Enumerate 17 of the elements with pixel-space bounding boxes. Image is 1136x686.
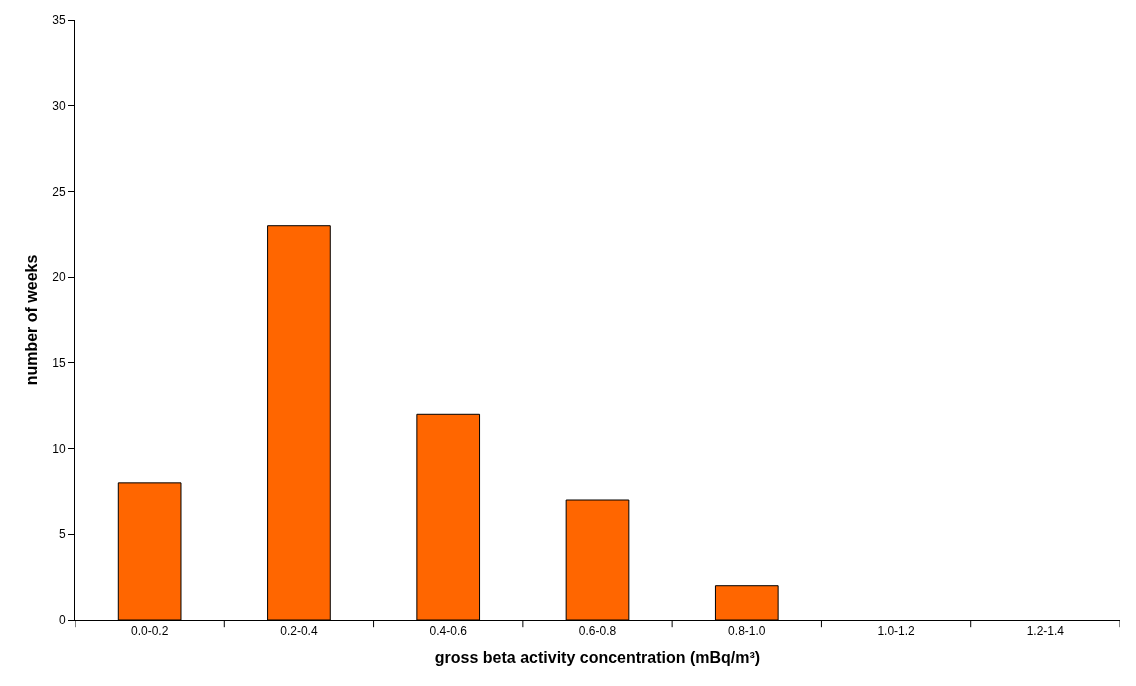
y-axis-title: number of weeks: [23, 254, 41, 386]
y-tick-label: 5: [58, 527, 66, 542]
x-tick-label: 0.0-0.2: [130, 624, 169, 639]
x-tick-label: 0.8-1.0: [728, 624, 766, 639]
y-tick-label: 35: [52, 13, 66, 28]
y-tick-label: 25: [52, 184, 66, 199]
x-axis-title: gross beta activity concentration (mBq/m³): [434, 649, 761, 667]
y-tick-label: 30: [52, 98, 66, 113]
y-tick-label: 20: [52, 270, 66, 285]
x-tick-label: 0.4-0.6: [429, 624, 468, 639]
x-tick-label: 0.2-0.4: [280, 624, 318, 639]
x-tick-label: 1.0-1.2: [877, 624, 916, 639]
y-tick-label: 0: [58, 613, 66, 628]
x-tick-label: 1.2-1.4: [1026, 624, 1065, 639]
y-tick-label: 10: [52, 441, 66, 456]
x-tick-label: 0.6-0.8: [578, 624, 617, 639]
y-tick-label: 15: [52, 356, 66, 371]
